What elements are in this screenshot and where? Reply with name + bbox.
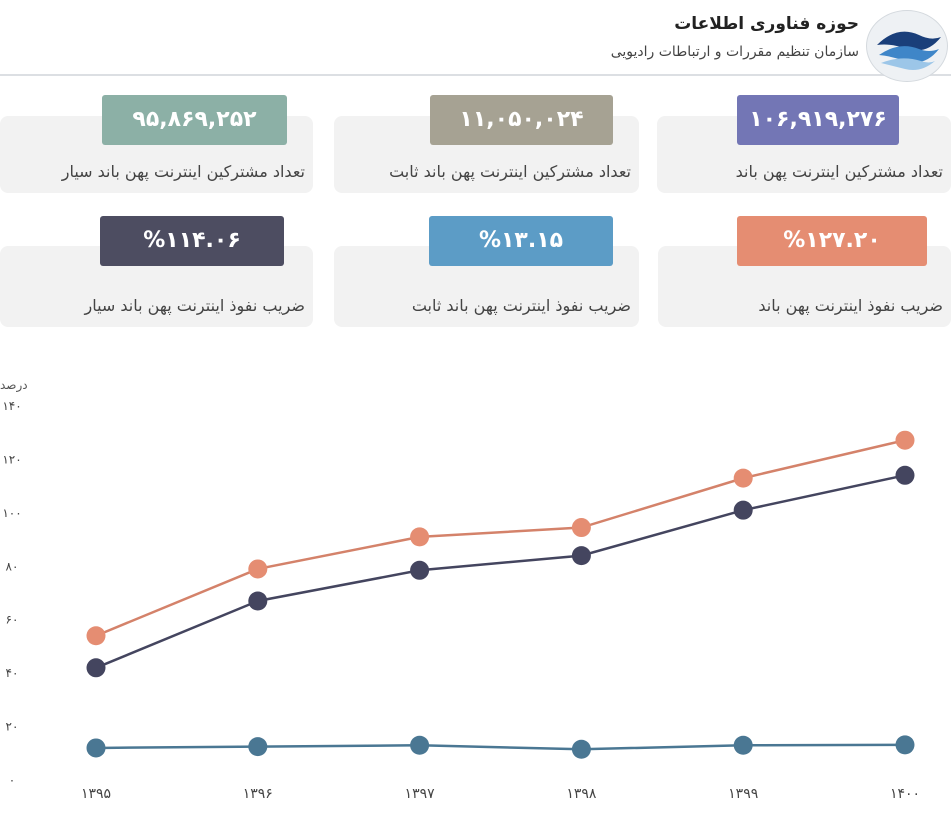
data-point [571,546,591,566]
stat-value-badge: %۱۲۷.۲۰ [737,216,927,266]
x-tick-label: ۱۳۹۷ [405,786,436,802]
y-tick-label: ۱۲۰ [2,452,21,466]
header: حوزه فناوری اطلاعات سازمان تنظیم مقررات … [0,0,951,82]
data-point [86,738,106,758]
stat-label: تعداد مشترکین اینترنت پهن باند [735,162,943,181]
logo-icon [866,10,948,82]
data-point [410,735,430,755]
series-line-2 [95,743,906,751]
y-axis-label: درصد [0,378,28,393]
stat-label: ضریب نفوذ اینترنت پهن باند [758,296,943,315]
y-tick-label: ۴۰ [6,666,19,680]
data-point [410,527,430,547]
x-tick-label: ۱۴۰۰ [890,786,920,802]
stat-label: تعداد مشترکین اینترنت پهن باند ثابت [389,162,631,181]
page-subtitle: سازمان تنظیم مقررات و ارتباطات رادیویی [610,44,859,60]
series-line-0 [95,438,906,637]
stat-card-fixed-penetration: ضریب نفوذ اینترنت پهن باند ثابت [334,246,639,327]
data-point [86,626,106,646]
y-tick-label: ۲۰ [6,720,19,734]
stat-value-badge: ۹۵,۸۶۹,۲۵۲ [102,95,287,145]
data-point [895,465,915,485]
data-point [571,518,591,538]
penetration-line-chart: درصد ۰ ۲۰ ۴۰ ۶۰ ۸۰ ۱۰۰ ۱۲۰ ۱۴۰ ۱۳۹۵ ۱۳۹۶ ۱۳۹۷ ۱۳۹۸ ۱۳… [0,378,920,802]
y-tick-label: ۱۰۰ [2,506,21,520]
y-tick-label: ۰ [9,773,15,787]
x-tick-label: ۱۳۹۸ [566,786,597,802]
x-tick-label: ۱۳۹۵ [81,786,111,802]
stat-label: تعداد مشترکین اینترنت پهن باند سیار [61,162,305,181]
data-point [410,560,430,580]
stat-label: ضریب نفوذ اینترنت پهن باند سیار [84,296,305,315]
data-point [895,430,915,450]
stat-label: ضریب نفوذ اینترنت پهن باند ثابت [411,296,631,315]
stat-value-badge: %۱۳.۱۵ [429,216,613,266]
x-tick-label: ۱۳۹۹ [728,786,758,802]
x-tick-label: ۱۳۹۶ [243,786,273,802]
data-point [86,658,106,678]
page-title: حوزه فناوری اطلاعات [674,14,859,34]
y-tick-label: ۸۰ [6,559,19,573]
y-tick-label: ۱۴۰ [2,399,21,413]
stat-value-badge: ۱۰۶,۹۱۹,۲۷۶ [737,95,899,145]
stat-value-badge: ۱۱,۰۵۰,۰۲۴ [430,95,613,145]
stat-value-badge: %۱۱۴.۰۶ [100,216,284,266]
data-point [733,735,753,755]
data-point [248,737,268,757]
data-point [895,735,915,755]
y-tick-label: ۶۰ [6,613,19,627]
data-point [733,500,753,520]
data-point [571,739,591,759]
data-point [248,591,268,611]
data-point [733,468,753,488]
stat-card-mobile-subscribers: تعداد مشترکین اینترنت پهن باند سیار [0,116,313,193]
series-line-1 [95,474,906,669]
data-point [248,559,268,579]
